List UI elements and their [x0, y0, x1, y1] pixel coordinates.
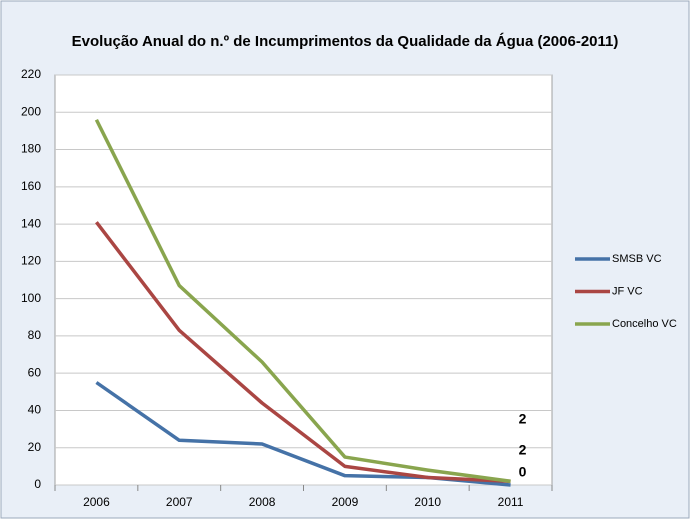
y-tick-label: 200	[21, 104, 41, 118]
x-tick-label: 2010	[414, 495, 441, 509]
x-tick-label: 2009	[332, 495, 359, 509]
y-tick-label: 140	[21, 216, 41, 230]
chart-title: Evolução Anual do n.º de Incumprimentos …	[72, 33, 619, 50]
y-tick-label: 120	[21, 254, 41, 268]
data-label: 0	[519, 464, 527, 480]
y-tick-label: 20	[28, 440, 42, 454]
series-line	[95, 221, 511, 484]
x-tick-label: 2011	[498, 495, 524, 509]
legend-label: Concelho VC	[612, 318, 677, 330]
plot-area	[54, 74, 553, 486]
series-line	[94, 118, 511, 484]
y-tick-label: 100	[21, 291, 41, 305]
y-tick-label: 60	[28, 365, 42, 379]
legend-label: SMSB VC	[612, 253, 662, 265]
x-tick-label: 2007	[166, 495, 193, 509]
y-tick-label: 220	[21, 67, 41, 81]
legend-label: JF VC	[612, 285, 643, 297]
y-tick-label: 40	[28, 403, 42, 417]
data-label: 2	[519, 442, 527, 458]
y-tick-label: 180	[21, 142, 41, 156]
x-tick-label: 2008	[249, 495, 276, 509]
x-tick-label: 2006	[83, 495, 110, 509]
y-tick-label: 80	[28, 328, 42, 342]
y-tick-label: 0	[34, 477, 41, 491]
data-label: 2	[519, 411, 527, 427]
y-tick-label: 160	[21, 179, 41, 193]
